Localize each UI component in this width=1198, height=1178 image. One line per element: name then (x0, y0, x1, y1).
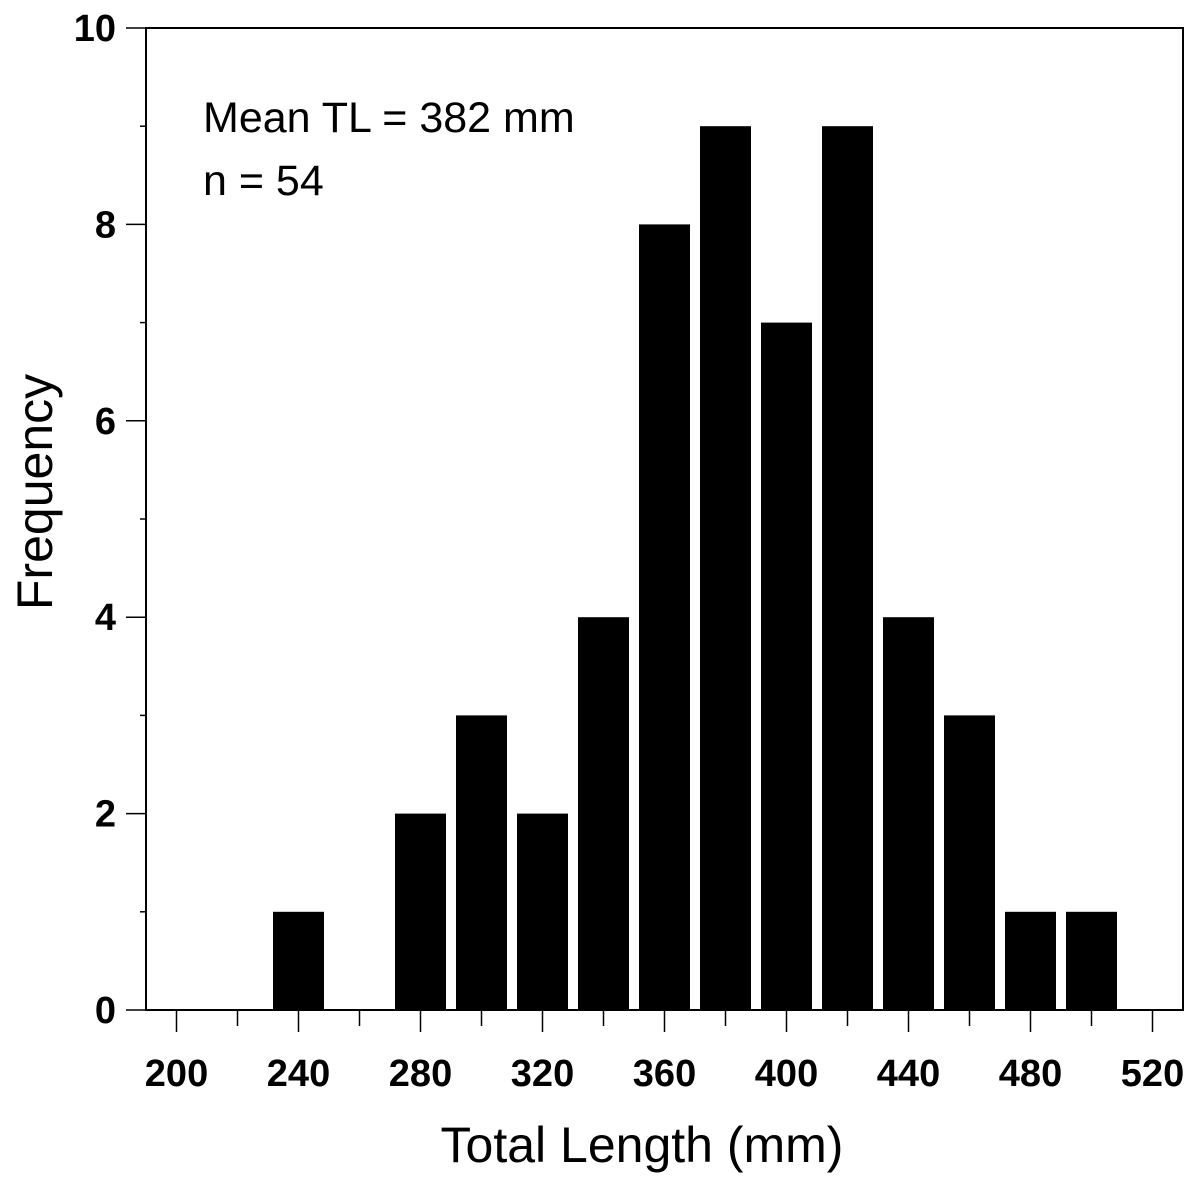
x-tick-label-440: 440 (877, 1053, 940, 1095)
bar-500 (1066, 911, 1117, 1010)
x-tick-label-520: 520 (1121, 1053, 1184, 1095)
bar-340 (578, 617, 629, 1010)
annotation-n: n = 54 (203, 157, 324, 205)
y-tick-label-8: 8 (95, 204, 116, 246)
bar-380 (700, 126, 751, 1010)
bar-360 (639, 224, 690, 1010)
y-tick-label-2: 2 (95, 794, 116, 836)
x-tick-label-240: 240 (267, 1053, 330, 1095)
x-tick-label-280: 280 (389, 1053, 452, 1095)
y-tick-label-6: 6 (95, 401, 116, 443)
x-tick-label-200: 200 (145, 1053, 208, 1095)
x-tick-label-400: 400 (755, 1053, 818, 1095)
bar-480 (1005, 911, 1056, 1010)
x-tick-label-480: 480 (999, 1053, 1062, 1095)
bars-group (273, 126, 1117, 1011)
y-axis-title: Frequency (7, 374, 63, 610)
y-tick-label-0: 0 (95, 990, 116, 1032)
bar-440 (883, 617, 934, 1010)
bar-460 (944, 715, 995, 1010)
x-tick-label-360: 360 (633, 1053, 696, 1095)
bar-240 (273, 911, 324, 1010)
bar-300 (456, 715, 507, 1010)
bar-400 (761, 322, 812, 1011)
bar-280 (395, 813, 446, 1010)
x-axis-ticks: 200 240 280 320 360 400 440 480 520 (145, 1010, 1184, 1095)
x-tick-label-320: 320 (511, 1053, 574, 1095)
y-tick-label-4: 4 (95, 597, 116, 639)
annotation-mean: Mean TL = 382 mm (203, 94, 575, 142)
y-axis-ticks: 0 2 4 6 8 10 (74, 8, 146, 1032)
bar-320 (517, 813, 568, 1010)
x-axis-title: Total Length (mm) (441, 1117, 844, 1173)
y-tick-label-10: 10 (74, 8, 116, 50)
bar-420 (822, 126, 873, 1010)
